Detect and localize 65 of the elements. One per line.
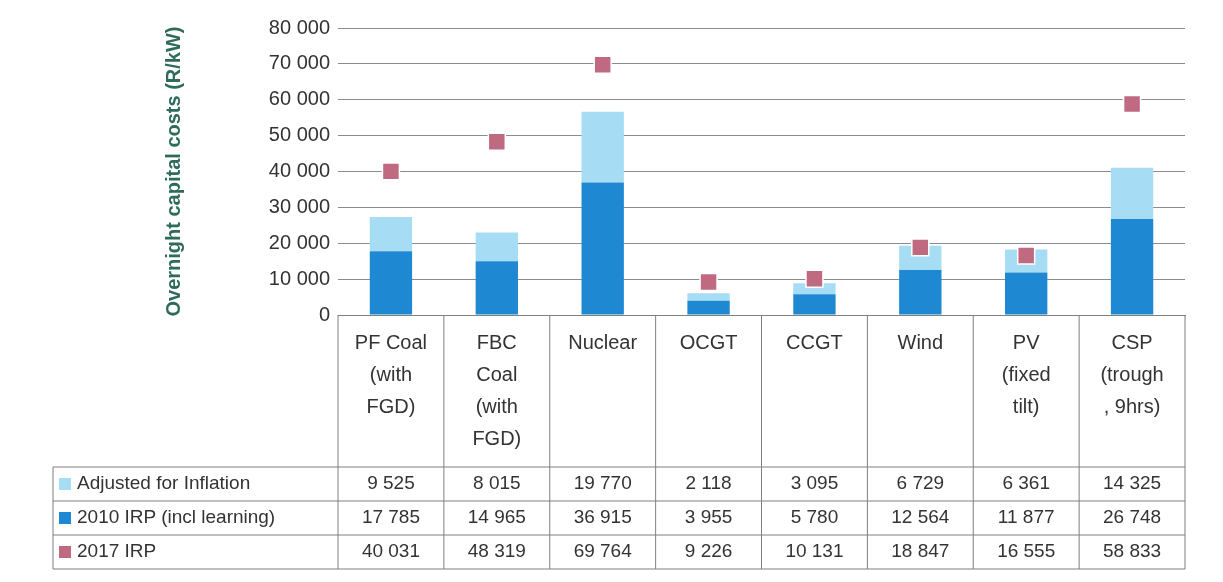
y-tick-label: 20 000 [268,230,330,253]
x-tick-label: FBC Coal (with FGD) [472,330,522,449]
bar [1110,167,1154,220]
point [911,238,930,257]
bar [793,294,836,315]
data-label: 6 361 [1002,472,1050,494]
bar [581,111,624,183]
data-label: 48 319 [467,540,526,562]
y-tick-label: 40 000 [268,159,330,182]
point [381,162,401,181]
bar [369,251,413,315]
legend-label: 2017 IRP [77,540,157,562]
point [593,55,612,74]
bar [687,293,730,301]
data-label: 8 015 [473,472,521,494]
data-label: 58 833 [1103,540,1162,562]
data-label: 17 785 [361,506,420,528]
x-tick-label: Wind [897,330,944,353]
x-tick-label: Nuclear [568,330,638,353]
data-label: 5 780 [790,506,839,528]
data-label: 18 847 [891,540,950,562]
data-label: 6 729 [896,472,945,494]
bar [687,300,730,315]
data-label: 3 095 [790,472,839,494]
bar [475,232,518,262]
data-label: 12 564 [891,506,950,528]
data-label: 14 325 [1103,472,1162,494]
y-tick-label: 0 [318,302,330,325]
y-tick-label: 30 000 [268,194,330,217]
data-label: 11 877 [997,506,1055,528]
data-label: 9 226 [684,540,733,562]
data-label: 14 965 [467,506,526,528]
legend-label: Adjusted for Inflation [77,472,251,494]
data-label: 26 748 [1103,506,1162,528]
legend-label: 2010 IRP (incl learning) [77,506,276,528]
data-label: 36 915 [573,506,632,528]
x-tick-label: OCGT [679,330,738,353]
point [805,269,824,288]
point [699,272,718,292]
data-label: 2 118 [685,472,732,494]
y-tick-label: 50 000 [268,123,330,146]
bar [369,217,413,252]
data-label: 9 525 [367,472,415,494]
bar [1005,272,1048,315]
point [1122,94,1142,114]
x-tick-label: CSP (trough , 9hrs) [1100,330,1164,417]
bar [475,261,518,315]
y-tick-label: 60 000 [268,87,330,110]
x-tick-label: PF Coal (with FGD) [354,330,428,417]
bar [581,182,624,315]
y-tick-label: 80 000 [268,15,330,38]
data-label: 10 131 [785,540,844,562]
data-label: 16 555 [997,540,1056,562]
y-tick-label: 70 000 [268,51,330,74]
x-tick-label: CCGT [786,330,843,353]
point [487,132,507,151]
bar [1110,219,1154,315]
bar [899,269,942,315]
y-axis-title: Overnight capital costs (R/kW) [161,26,184,317]
data-label: 19 770 [573,472,632,494]
x-tick-label: PV (fixed tilt) [1001,330,1051,417]
data-label: 40 031 [361,540,420,562]
data-label: 3 955 [684,506,733,528]
data-label: 69 764 [573,540,633,562]
y-tick-label: 10 000 [268,266,330,289]
